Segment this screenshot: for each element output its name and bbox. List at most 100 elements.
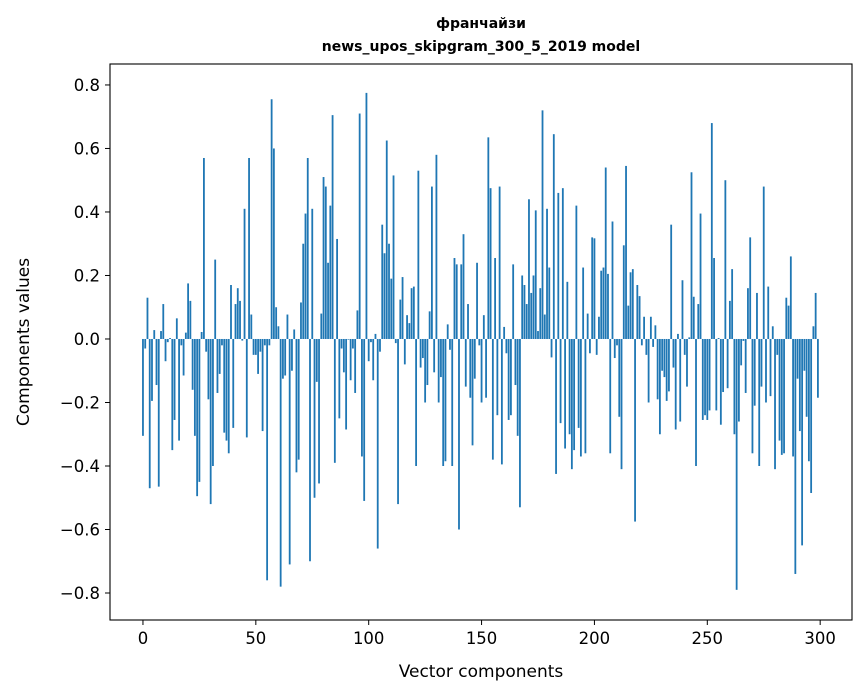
bar xyxy=(600,270,603,339)
bar xyxy=(670,224,673,339)
bar xyxy=(665,338,668,401)
bar xyxy=(216,338,219,393)
bar xyxy=(297,338,300,460)
bar xyxy=(688,337,691,339)
bar xyxy=(480,338,483,403)
bar xyxy=(726,338,729,389)
bar xyxy=(189,300,192,339)
bar xyxy=(769,338,772,397)
bar xyxy=(579,338,582,457)
bar xyxy=(487,137,490,339)
x-tick-label: 150 xyxy=(466,629,498,648)
bar xyxy=(516,338,519,436)
bar xyxy=(153,330,156,339)
bar xyxy=(318,338,320,484)
bar xyxy=(668,338,670,392)
bar xyxy=(155,338,158,386)
bar xyxy=(333,338,336,463)
bar xyxy=(704,338,706,416)
bar xyxy=(275,307,278,339)
bar xyxy=(300,302,302,339)
bar xyxy=(435,154,438,339)
bar xyxy=(259,338,262,352)
bar xyxy=(697,304,700,339)
bar xyxy=(476,262,478,339)
bar xyxy=(629,272,632,339)
bar xyxy=(268,338,271,346)
bar xyxy=(794,338,797,574)
bar xyxy=(248,157,250,339)
bar xyxy=(214,259,217,339)
bar xyxy=(146,297,149,339)
bar xyxy=(557,192,560,339)
bar xyxy=(783,338,785,454)
bar xyxy=(458,338,460,530)
bar xyxy=(713,258,715,339)
bar xyxy=(564,338,566,449)
bar xyxy=(157,338,160,487)
bar xyxy=(622,245,625,339)
bar xyxy=(453,258,456,339)
x-axis-label: Vector components xyxy=(399,662,564,682)
bar xyxy=(731,269,734,339)
bar xyxy=(469,338,472,398)
bar xyxy=(347,338,350,340)
y-tick-label: −0.4 xyxy=(60,457,100,476)
bar xyxy=(792,338,794,457)
bar xyxy=(740,338,743,366)
bar xyxy=(618,338,621,417)
bar xyxy=(198,338,201,482)
bar xyxy=(462,234,465,339)
bar xyxy=(205,338,208,352)
bar xyxy=(767,286,770,339)
bar xyxy=(272,148,275,339)
bar xyxy=(309,338,311,562)
bar xyxy=(774,338,776,470)
bar xyxy=(658,338,661,435)
bar xyxy=(566,281,569,339)
y-tick-label: 0.4 xyxy=(74,203,100,222)
bar xyxy=(672,338,675,368)
bar xyxy=(683,338,686,355)
bar xyxy=(478,338,481,346)
bar xyxy=(645,338,648,355)
bar xyxy=(212,338,214,466)
bar xyxy=(498,186,501,339)
bar xyxy=(485,338,487,398)
bar xyxy=(541,110,544,339)
bar xyxy=(227,338,230,454)
bar xyxy=(392,175,395,339)
bar xyxy=(681,280,684,339)
bar xyxy=(575,205,578,339)
bar xyxy=(408,323,411,339)
bar xyxy=(349,338,352,381)
bar xyxy=(528,199,530,339)
bar xyxy=(221,338,223,346)
bar xyxy=(451,338,454,466)
bar xyxy=(555,338,557,474)
bar xyxy=(322,177,325,339)
bar xyxy=(568,338,571,435)
y-tick-label: 0.6 xyxy=(74,139,100,158)
bar xyxy=(577,338,580,428)
bar xyxy=(548,267,551,339)
x-tick-label: 250 xyxy=(692,629,724,648)
bar xyxy=(758,338,761,466)
bar xyxy=(196,338,199,497)
bar xyxy=(200,331,203,339)
bar xyxy=(381,224,384,339)
bar xyxy=(162,304,165,339)
bar xyxy=(239,300,241,339)
bar xyxy=(631,269,634,339)
bar xyxy=(514,338,517,386)
bar xyxy=(365,92,368,339)
bar xyxy=(611,221,614,339)
bar xyxy=(747,288,749,339)
y-axis-label: Components values xyxy=(14,258,34,426)
bar xyxy=(708,338,711,411)
bar xyxy=(753,338,756,406)
bar xyxy=(406,315,408,339)
y-tick-label: 0.0 xyxy=(74,330,100,349)
bar xyxy=(446,324,449,339)
bar xyxy=(203,157,205,339)
